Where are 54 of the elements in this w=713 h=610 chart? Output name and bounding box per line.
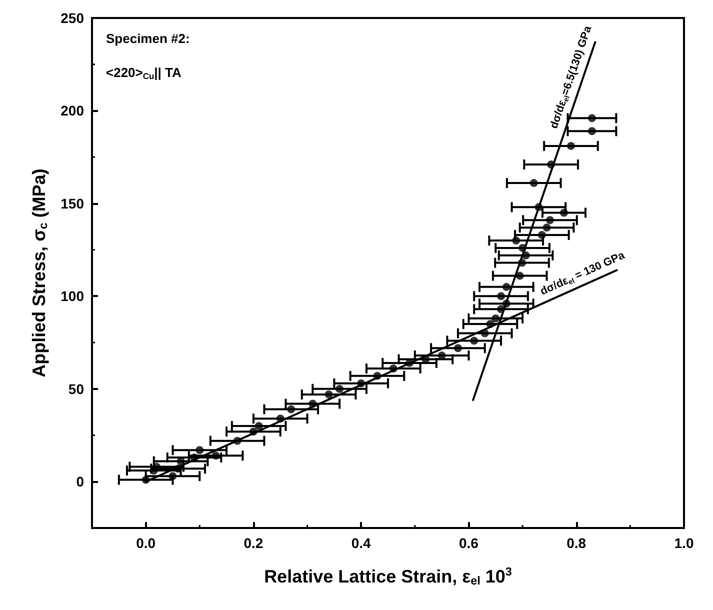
y-tick-label: 200	[60, 102, 84, 119]
y-axis-title: Applied Stress, σc (MPa)	[29, 168, 50, 378]
point	[212, 452, 220, 460]
point	[454, 344, 462, 352]
point	[546, 216, 554, 224]
point	[538, 230, 546, 239]
point	[497, 305, 506, 314]
point	[522, 251, 530, 260]
point	[142, 476, 150, 484]
point	[486, 320, 494, 328]
point	[542, 224, 551, 232]
point	[308, 400, 317, 408]
annotation: Specimen #2:	[106, 31, 190, 46]
point	[168, 472, 177, 480]
point	[516, 272, 524, 280]
point	[518, 258, 526, 267]
point	[497, 292, 506, 300]
point	[502, 300, 510, 308]
point	[389, 364, 398, 373]
point	[530, 179, 538, 188]
point	[287, 405, 296, 414]
x-tick-label: 1.0	[674, 535, 694, 551]
point	[518, 244, 527, 252]
point	[480, 329, 489, 338]
x-tick-label: 0.6	[458, 535, 479, 551]
y-tick-label: 0	[76, 474, 84, 490]
point	[373, 372, 382, 380]
x-tick-label: 0.4	[351, 535, 372, 551]
y-tick-label: 100	[60, 288, 84, 304]
point	[470, 336, 478, 345]
point	[588, 127, 596, 136]
point	[254, 422, 263, 430]
point	[502, 282, 510, 291]
point	[196, 446, 204, 454]
point	[174, 464, 182, 473]
point	[588, 114, 596, 122]
point	[249, 428, 258, 436]
point	[547, 160, 556, 169]
x-tick-label: 0.8	[566, 535, 586, 551]
point	[276, 414, 284, 423]
point	[512, 236, 520, 245]
point	[534, 203, 543, 212]
y-tick-label: 50	[68, 380, 84, 397]
point	[324, 390, 333, 398]
y-tick-label: 250	[60, 10, 84, 26]
x-tick-label: 0.0	[136, 535, 156, 551]
y-tick-label: 150	[60, 195, 84, 212]
point	[492, 314, 500, 322]
point	[233, 436, 242, 445]
point	[336, 384, 344, 393]
point	[357, 379, 366, 388]
point	[566, 142, 575, 150]
x-tick-label: 0.2	[244, 535, 264, 551]
point	[560, 208, 568, 217]
